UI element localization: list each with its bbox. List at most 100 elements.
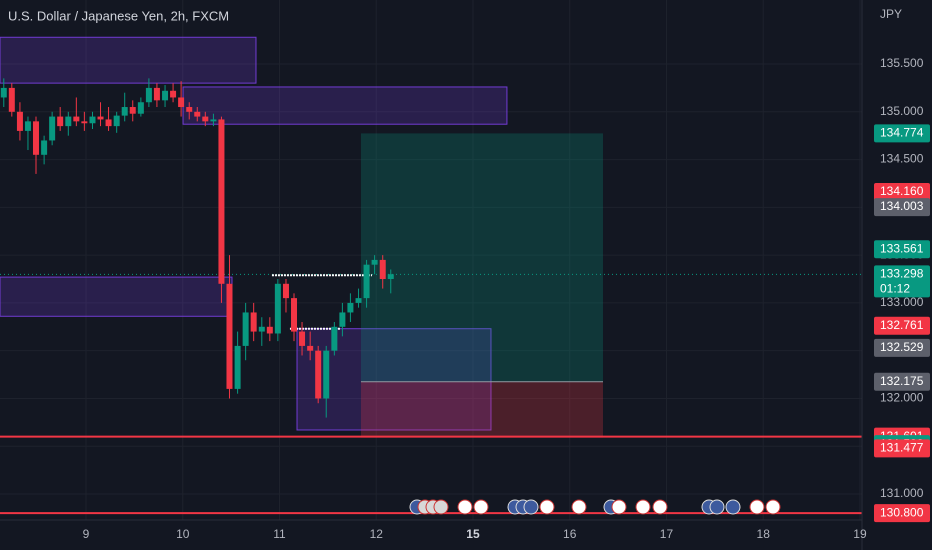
candle-body — [0, 87, 7, 98]
event-icon[interactable] — [433, 499, 449, 515]
event-icon[interactable] — [652, 499, 668, 515]
y-tick-label: 134.500 — [880, 152, 924, 166]
price-tag — [874, 240, 930, 259]
price-tag-label: 131.477 — [880, 441, 924, 455]
candle-body — [299, 331, 306, 346]
candle-body — [226, 283, 233, 389]
candle-body — [202, 116, 209, 122]
price-tag-label: 132.529 — [880, 340, 924, 354]
candle-body — [274, 283, 281, 334]
position-target — [360, 133, 604, 382]
price-tag-label: 133.298 — [880, 267, 924, 281]
zone — [0, 36, 257, 84]
candle-body — [234, 345, 241, 389]
candle-body — [339, 312, 346, 327]
event-icon[interactable] — [539, 499, 555, 515]
price-tag-label: 133.561 — [880, 241, 924, 255]
price-tag-label: 134.774 — [880, 126, 924, 140]
candle-body — [113, 115, 120, 127]
candle-body — [355, 298, 362, 303]
price-axis: 131.000131.500132.000132.500133.000133.5… — [874, 56, 930, 523]
price-tag — [874, 124, 930, 143]
candle-body — [137, 102, 144, 114]
x-tick-label: 15 — [466, 527, 480, 541]
event-icons — [409, 499, 781, 515]
x-tick-label: 11 — [273, 527, 286, 541]
candle-body — [210, 119, 217, 122]
y-tick-label: 131.000 — [880, 486, 924, 500]
price-tag-label: 132.175 — [880, 374, 924, 388]
candle-body — [121, 107, 128, 116]
x-tick-label: 9 — [83, 527, 90, 541]
candle-body — [97, 116, 104, 120]
event-icon[interactable] — [611, 499, 627, 515]
candle-body — [371, 259, 378, 265]
y-tick-label: 135.500 — [880, 56, 924, 70]
price-tag-label: 134.160 — [880, 184, 924, 198]
candle-body — [32, 121, 39, 155]
event-icon[interactable] — [635, 499, 651, 515]
candle-body — [178, 97, 185, 108]
event-icon[interactable] — [765, 499, 781, 515]
y-tick-label: 135.000 — [880, 104, 924, 118]
candle-body — [387, 274, 394, 280]
x-tick-label: 19 — [853, 527, 867, 541]
candle-body — [242, 312, 249, 346]
candle-body — [258, 326, 265, 332]
price-tag — [874, 265, 930, 298]
price-tag — [874, 316, 930, 335]
x-tick-label: 17 — [660, 527, 674, 541]
event-icon[interactable] — [457, 499, 473, 515]
y-tick-label: 132.000 — [880, 391, 924, 405]
candle-body — [57, 116, 64, 127]
candle-body — [89, 116, 96, 124]
zones — [0, 36, 604, 438]
candle-body — [73, 116, 80, 122]
price-tag — [874, 338, 930, 357]
candle-body — [41, 140, 48, 155]
countdown: 01:12 — [880, 282, 910, 296]
zone — [0, 276, 233, 317]
price-tag — [874, 504, 930, 523]
candle-body — [315, 350, 322, 399]
event-icon[interactable] — [523, 499, 539, 515]
price-tag-label: 132.761 — [880, 318, 924, 332]
candle-body — [105, 119, 112, 127]
x-tick-label: 10 — [176, 527, 190, 541]
candle-body — [65, 116, 72, 127]
chart-title: U.S. Dollar / Japanese Yen, 2h, FXCM — [8, 8, 229, 23]
candle-body — [81, 121, 88, 124]
candle-body — [363, 264, 370, 299]
candle-body — [145, 87, 152, 103]
position-stop — [360, 381, 604, 438]
candle-body — [49, 116, 56, 141]
event-icon[interactable] — [749, 499, 765, 515]
candle-body — [291, 298, 298, 332]
y-axis-label: JPY — [880, 7, 902, 21]
candle-body — [331, 326, 338, 351]
x-tick-label: 12 — [370, 527, 384, 541]
candle-body — [8, 87, 15, 112]
candle-body — [347, 302, 354, 313]
event-icon[interactable] — [709, 499, 725, 515]
x-tick-label: 16 — [563, 527, 577, 541]
event-icon[interactable] — [473, 499, 489, 515]
x-tick-label: 18 — [757, 527, 771, 541]
price-tag — [874, 198, 930, 217]
event-icon[interactable] — [725, 499, 741, 515]
candle-body — [266, 326, 273, 334]
candle-body — [250, 312, 257, 332]
candle-body — [218, 119, 225, 284]
candle-body — [186, 107, 193, 112]
price-tag — [874, 183, 930, 202]
candle-body — [162, 90, 169, 101]
event-icon[interactable] — [571, 499, 587, 515]
candle-body — [323, 350, 330, 399]
candle-body — [129, 107, 136, 114]
candle-body — [24, 121, 31, 131]
price-tag — [874, 439, 930, 458]
candle-body — [307, 345, 314, 351]
price-tag-label: 134.003 — [880, 199, 924, 213]
price-tag — [874, 372, 930, 391]
